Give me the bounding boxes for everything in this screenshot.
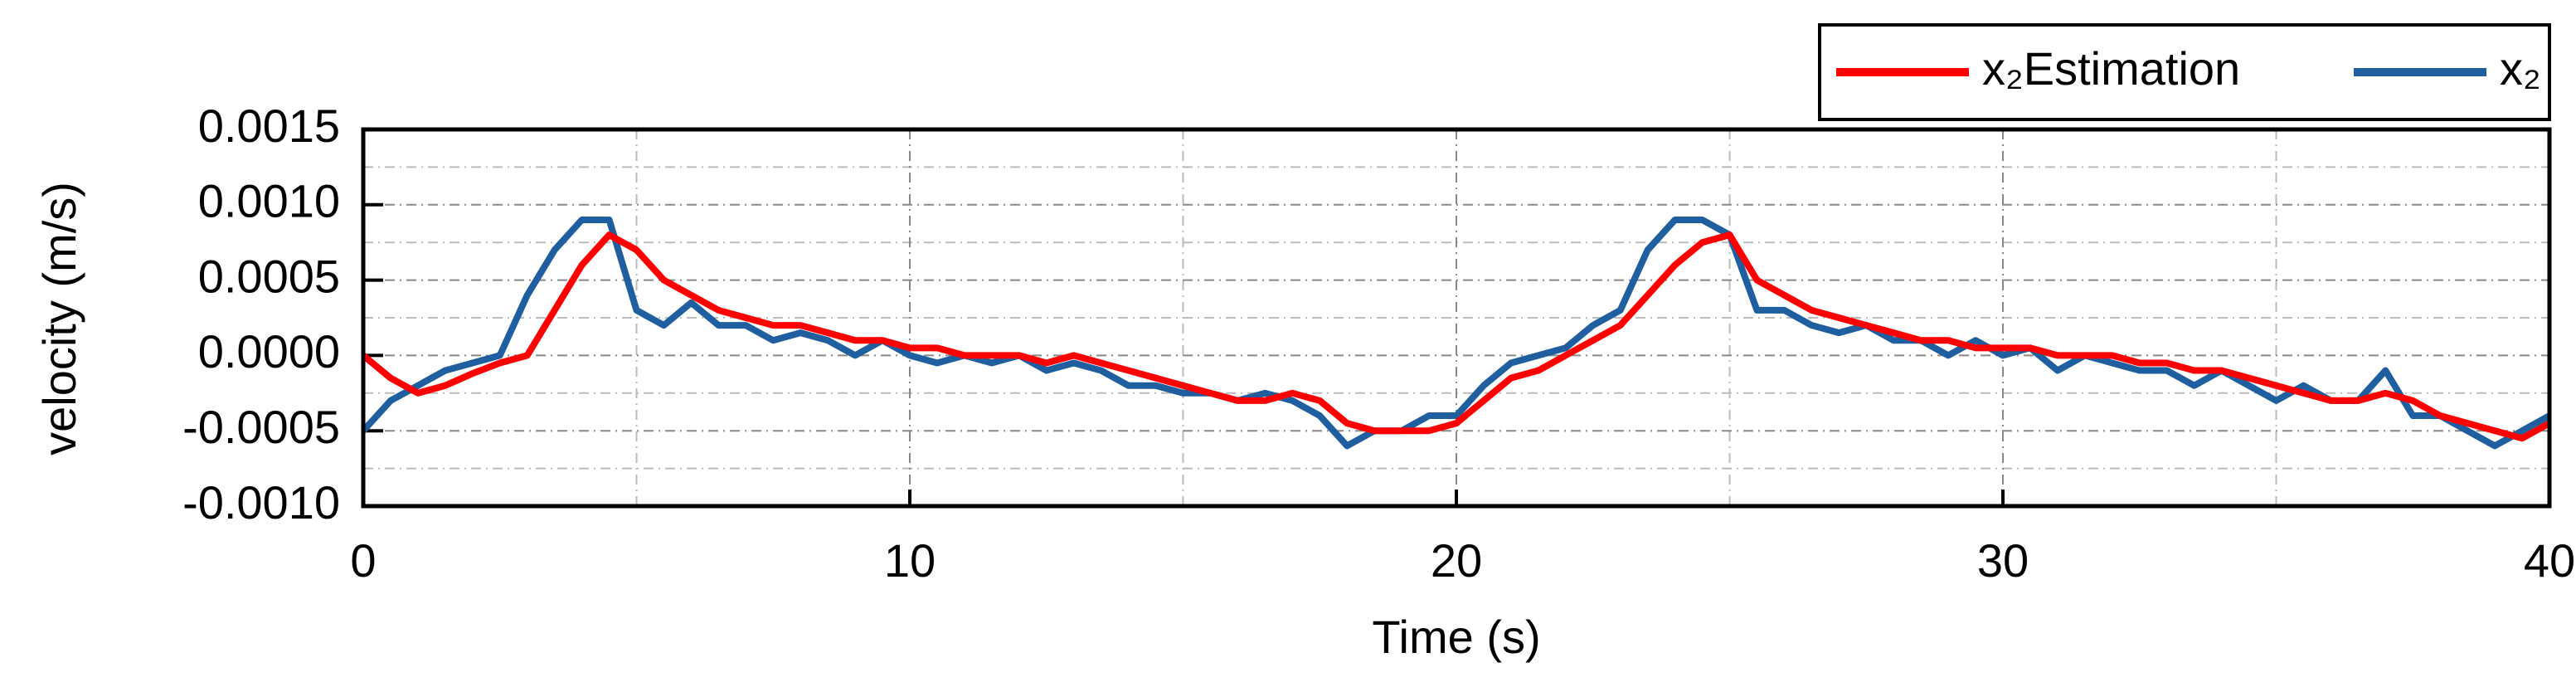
- plot-frame: [361, 127, 2552, 509]
- x-tick-label: 30: [1977, 534, 2029, 587]
- y-tick-label: 0.0005: [198, 250, 340, 302]
- y-tick-label: -0.0010: [182, 476, 340, 529]
- series-line: [361, 216, 2551, 450]
- legend-label: x₂: [2500, 42, 2541, 95]
- x-tick-label: 0: [350, 534, 376, 587]
- x-axis-title: Time (s): [1372, 611, 1540, 663]
- legend-label: x₂Estimation: [1982, 42, 2240, 95]
- x-tick-label: 10: [884, 534, 936, 587]
- y-axis-title: velocity (m/s): [33, 182, 85, 455]
- y-tick-label: 0.0000: [198, 325, 340, 378]
- y-tick-label: 0.0010: [198, 175, 340, 227]
- series-line: [361, 231, 2551, 442]
- x-tick-label: 40: [2524, 534, 2575, 587]
- y-tick-label: -0.0005: [182, 401, 340, 453]
- x-tick-label: 20: [1431, 534, 1482, 587]
- y-tick-label: 0.0015: [198, 100, 340, 152]
